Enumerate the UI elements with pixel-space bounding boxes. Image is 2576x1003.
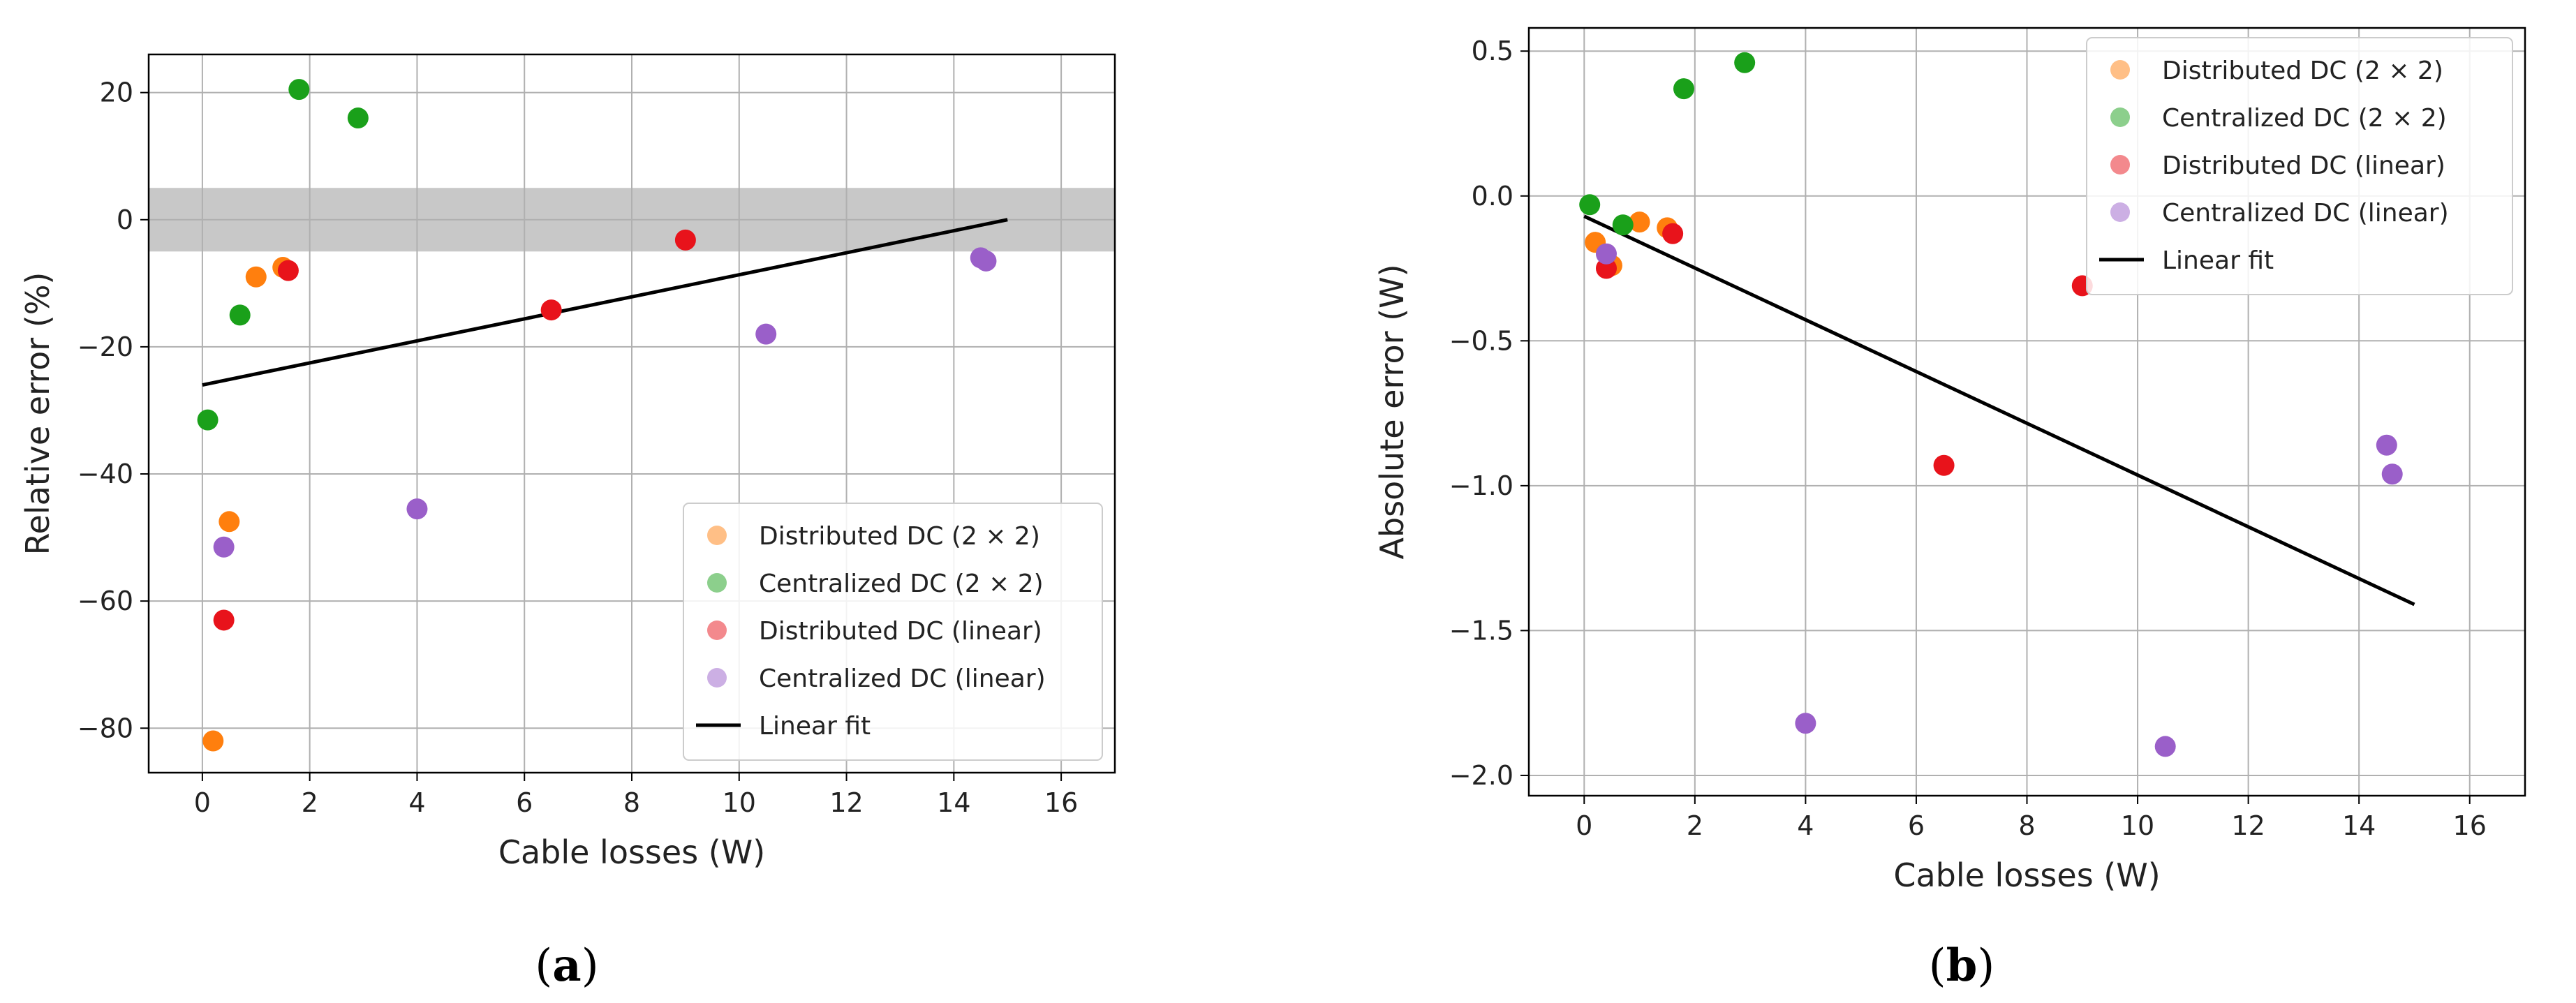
x-tick-label: 8 xyxy=(623,787,640,818)
data-point xyxy=(1933,454,1955,476)
x-axis-label: Cable losses (W) xyxy=(498,833,765,871)
legend-marker xyxy=(2110,155,2130,174)
caption-letter: a xyxy=(552,939,581,992)
x-tick-label: 6 xyxy=(1908,810,1925,841)
data-point xyxy=(1595,258,1617,279)
legend-label: Distributed DC (2 × 2) xyxy=(2162,57,2443,85)
y-tick-label: −0.5 xyxy=(1449,325,1513,356)
legend-label: Centralized DC (linear) xyxy=(2162,199,2449,228)
legend-label: Distributed DC (2 × 2) xyxy=(759,522,1040,551)
y-axis-label: Absolute error (W) xyxy=(1373,264,1411,559)
y-tick-label: −1.5 xyxy=(1449,615,1513,646)
data-point xyxy=(2381,463,2403,485)
legend-box xyxy=(683,503,1103,761)
x-tick-label: 12 xyxy=(2231,810,2265,841)
y-tick-label: −20 xyxy=(77,332,133,362)
x-tick-label: 14 xyxy=(937,787,970,818)
legend-label: Centralized DC (2 × 2) xyxy=(2162,104,2447,133)
caption-paren-close: ) xyxy=(1977,940,1994,992)
panel-caption: (a) xyxy=(535,939,598,992)
panel-b-chart: 0 2 4 6 8 10 12 14 16 −2.0 −1.5 −1.0 −0.5 0.0 0.5 Cable… xyxy=(1373,27,2526,992)
x-tick-label: 4 xyxy=(408,787,425,818)
data-point xyxy=(229,304,251,326)
legend: Distributed DC (2 × 2) Centralized DC (2 … xyxy=(2086,37,2513,295)
data-point xyxy=(347,107,369,129)
legend-label: Linear fit xyxy=(2162,246,2274,275)
y-tick-label: 0 xyxy=(117,205,133,235)
x-tick-label: 2 xyxy=(1687,810,1703,841)
x-tick-label: 16 xyxy=(1044,787,1078,818)
legend: Distributed DC (2 × 2) Centralized DC (2 … xyxy=(683,503,1103,761)
legend-marker xyxy=(707,621,727,640)
y-tick-label: −60 xyxy=(77,586,133,616)
y-tick-label: −1.0 xyxy=(1449,470,1513,501)
data-point xyxy=(540,299,562,321)
data-point xyxy=(197,409,219,431)
x-axis-label: Cable losses (W) xyxy=(1893,856,2160,894)
legend-label: Centralized DC (2 × 2) xyxy=(759,570,1044,598)
data-point xyxy=(1595,243,1617,265)
plot-frame xyxy=(147,53,1116,774)
legend-marker xyxy=(707,526,727,545)
data-point xyxy=(1612,214,1634,236)
data-point xyxy=(1629,211,1650,233)
x-tick-label: 4 xyxy=(1797,810,1814,841)
y-axis-label: Relative error (%) xyxy=(19,272,57,556)
data-point xyxy=(1662,223,1684,244)
data-point xyxy=(755,323,777,345)
data-point xyxy=(406,498,428,520)
legend-marker xyxy=(707,668,727,688)
legend-box xyxy=(2086,37,2513,295)
data-point xyxy=(1795,713,1816,734)
legend-label: Centralized DC (linear) xyxy=(759,664,1046,693)
data-point xyxy=(213,609,235,631)
legend-marker xyxy=(2110,107,2130,127)
linear-fit-line xyxy=(1583,214,2415,607)
data-point xyxy=(1734,52,1756,73)
data-point xyxy=(202,730,224,752)
x-tick-label: 12 xyxy=(829,787,863,818)
y-tick-label: 20 xyxy=(100,77,133,108)
data-point xyxy=(288,79,310,101)
caption-paren-open: ( xyxy=(1929,940,1946,992)
data-point xyxy=(213,536,235,558)
y-tick-label: −40 xyxy=(77,459,133,489)
data-point xyxy=(975,250,997,272)
legend-label: Distributed DC (linear) xyxy=(2162,151,2445,180)
caption-paren-open: ( xyxy=(535,940,552,992)
data-point xyxy=(277,260,299,281)
y-tick-label: −80 xyxy=(77,713,133,743)
plot-frame xyxy=(1527,27,2526,797)
legend-label: Distributed DC (linear) xyxy=(759,617,1042,646)
x-tick-label: 2 xyxy=(302,787,318,818)
data-point xyxy=(674,229,696,251)
data-point xyxy=(2154,736,2176,757)
panel-caption: (b) xyxy=(1929,939,1995,992)
x-tick-label: 0 xyxy=(1576,810,1592,841)
legend-marker xyxy=(707,573,727,593)
y-tick-label: −2.0 xyxy=(1449,760,1513,791)
x-tick-label: 0 xyxy=(194,787,211,818)
x-tick-label: 16 xyxy=(2453,810,2487,841)
panel-a-chart: 0 2 4 6 8 10 12 14 16 −80 −60 −40 −20 0 20 Cable losses… xyxy=(19,53,1116,992)
y-tick-label: 0.5 xyxy=(1472,36,1513,66)
x-tick-label: 10 xyxy=(723,787,756,818)
linear-fit-line xyxy=(202,218,1008,387)
legend-marker xyxy=(2110,60,2130,80)
caption-paren-close: ) xyxy=(582,940,599,992)
data-point xyxy=(2376,434,2397,456)
caption-letter: b xyxy=(1946,939,1978,992)
y-tick-label: 0.0 xyxy=(1472,181,1513,211)
legend-label: Linear fit xyxy=(759,712,871,741)
x-tick-label: 6 xyxy=(516,787,533,818)
x-tick-label: 10 xyxy=(2121,810,2154,841)
x-tick-label: 8 xyxy=(2018,810,2035,841)
legend-marker xyxy=(2110,202,2130,222)
data-point xyxy=(1673,78,1694,100)
data-point xyxy=(1579,194,1601,216)
x-tick-label: 14 xyxy=(2342,810,2376,841)
data-point xyxy=(219,511,240,533)
data-point xyxy=(245,266,267,288)
